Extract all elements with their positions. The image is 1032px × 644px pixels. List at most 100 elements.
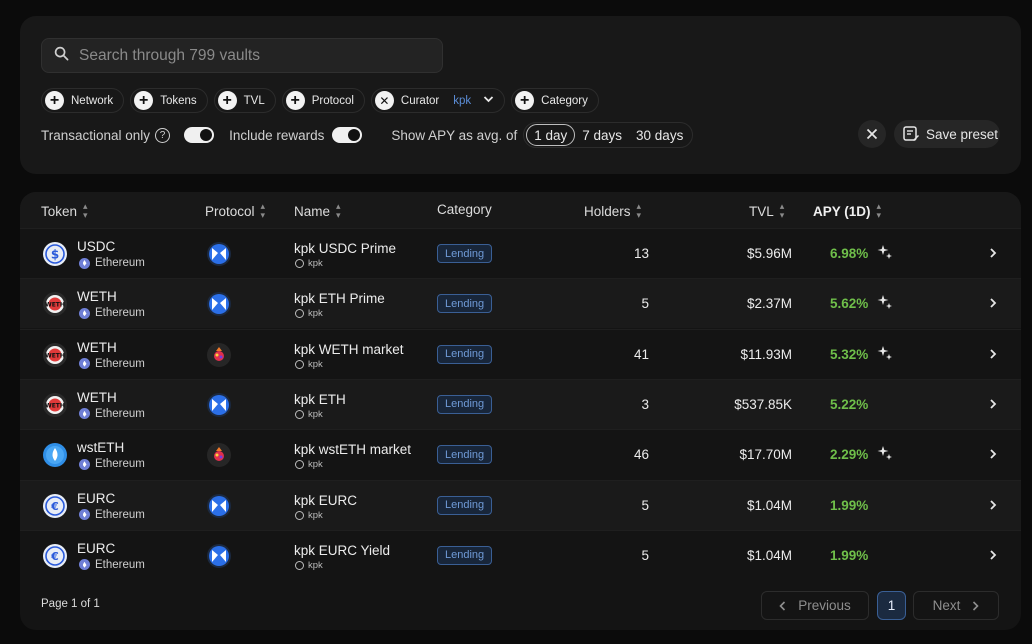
category-badge: Lending	[437, 495, 493, 515]
category-badge: Lending	[437, 294, 493, 314]
apy-value: 6.98%	[830, 246, 869, 261]
usdc-icon: $	[42, 241, 68, 267]
chevron-right-icon[interactable]	[986, 497, 1000, 513]
period-1-day[interactable]: 1 day	[526, 124, 576, 146]
sort-icon: ▴ ▾	[876, 201, 882, 220]
filter-tokens-button[interactable]: + Tokens	[130, 88, 208, 113]
chevron-right-icon[interactable]	[986, 245, 1000, 261]
chevron-right-icon[interactable]	[986, 446, 1000, 462]
column-protocol[interactable]: Protocol ▴ ▾	[205, 202, 265, 220]
apy-value: 2.29%	[830, 447, 869, 463]
save-preset-label: Save preset	[926, 126, 999, 142]
table-row[interactable]: WETH WETH Ethereum kpk ETH kpk Lending 3 $537.8…	[20, 378, 1021, 429]
vault-curator: kpk	[295, 308, 323, 319]
category-badge: Lending	[437, 244, 493, 263]
column-tvl[interactable]: TVL ▴ ▾	[749, 202, 784, 220]
clear-filters-button[interactable]	[858, 120, 886, 148]
next-page-button[interactable]: Next	[913, 591, 999, 620]
vaults-table: Token ▴ ▾ Protocol ▴ ▾ Name ▴ ▾ Category Ho…	[20, 192, 1021, 630]
transactional-only-toggle[interactable]	[184, 127, 215, 143]
curator-label: kpk	[308, 559, 323, 571]
filter-curator-label: Curator	[400, 94, 440, 107]
period-7-days[interactable]: 7 days	[582, 127, 623, 143]
chevron-right-icon[interactable]	[986, 295, 1000, 311]
table-row[interactable]: WETH WETH Ethereum kpk ETH Prime kpk Lending 5…	[20, 278, 1021, 329]
tvl-value: $1.04M	[746, 547, 792, 563]
weth-icon: WETH	[42, 291, 68, 317]
tvl-value: $17.70M	[739, 447, 792, 463]
curator-label: kpk	[308, 308, 323, 320]
curator-icon	[295, 259, 304, 268]
table-row[interactable]: € EURC Ethereum kpk EURC kpk Lending 5 $1.04M 1.…	[20, 479, 1021, 530]
plus-icon: +	[45, 91, 64, 110]
column-holders[interactable]: Holders ▴ ▾	[584, 202, 641, 220]
ethereum-icon	[79, 358, 90, 370]
weth-icon: WETH	[42, 392, 68, 418]
remove-filter-icon[interactable]: ✕	[374, 91, 394, 110]
token-name: WETH	[77, 389, 117, 405]
close-icon	[866, 128, 878, 140]
table-row[interactable]: WETH WETH Ethereum kpk WETH market kpk Lendin…	[20, 328, 1021, 379]
rewards-sparkle-icon[interactable]	[877, 445, 893, 461]
morpho-icon	[206, 543, 232, 569]
category-badge: Lending	[437, 394, 493, 414]
include-rewards-toggle[interactable]	[332, 127, 363, 143]
previous-page-button[interactable]: Previous	[761, 591, 869, 620]
column-apy[interactable]: APY (1D) ▴ ▾	[813, 202, 881, 220]
chevron-right-icon[interactable]	[986, 547, 1000, 563]
column-token[interactable]: Token ▴ ▾	[41, 202, 88, 220]
column-holders-label: Holders	[584, 203, 631, 219]
rewards-sparkle-icon[interactable]	[877, 244, 893, 260]
filter-network-label: Network	[71, 94, 114, 107]
network-label: Ethereum	[95, 407, 145, 420]
filter-protocol-button[interactable]: + Protocol	[281, 88, 365, 113]
svg-text:WETH: WETH	[45, 352, 65, 359]
plus-icon: +	[515, 91, 535, 110]
chevron-right-icon[interactable]	[986, 346, 1000, 362]
plus-icon: +	[285, 91, 305, 110]
sort-icon: ▴ ▾	[83, 201, 88, 220]
tvl-value: $1.04M	[746, 497, 792, 513]
apy-period-selector: 1 day 7 days 30 days	[523, 122, 694, 148]
period-30-days[interactable]: 30 days	[636, 127, 684, 143]
column-apy-label: APY (1D)	[813, 203, 871, 219]
morpho-icon	[206, 291, 232, 317]
network-label: Ethereum	[95, 558, 145, 571]
page-1-button[interactable]: 1	[877, 591, 906, 620]
chevron-down-icon[interactable]	[483, 95, 494, 106]
table-row[interactable]: € EURC Ethereum kpk EURC Yield kpk Lending 5 $1…	[20, 529, 1021, 580]
rewards-sparkle-icon[interactable]	[877, 345, 893, 361]
filter-category-button[interactable]: + Category	[511, 88, 599, 113]
vault-name: kpk USDC Prime	[294, 241, 397, 256]
svg-text:€: €	[50, 550, 59, 563]
page-info: Page 1 of 1	[41, 598, 100, 610]
table-row[interactable]: wstETH Ethereum kpk wstETH market kpk Lendin…	[20, 429, 1021, 479]
table-row[interactable]: $ USDC Ethereum kpk USDC Prime kpk Lending 13 $…	[20, 228, 1021, 278]
ethereum-icon	[79, 559, 90, 571]
search-box[interactable]	[41, 38, 443, 73]
tvl-value: $537.85K	[734, 396, 792, 412]
filter-curator-button[interactable]: ✕ Curator kpk	[370, 88, 506, 113]
filter-tvl-button[interactable]: + TVL	[213, 88, 276, 113]
column-tvl-label: TVL	[749, 203, 774, 219]
help-icon[interactable]: ?	[155, 127, 171, 143]
token-name: WETH	[77, 289, 117, 305]
category-badge: Lending	[437, 445, 493, 465]
sort-icon: ▴ ▾	[636, 201, 642, 220]
curator-icon	[295, 510, 304, 520]
tvl-value: $11.93M	[740, 346, 792, 362]
column-token-label: Token	[41, 203, 78, 219]
holders-value: 5	[641, 547, 649, 563]
eurc-icon: €	[42, 493, 68, 519]
chevron-right-icon[interactable]	[986, 396, 1000, 412]
save-preset-button[interactable]: Save preset	[894, 120, 1000, 148]
rewards-sparkle-icon[interactable]	[877, 294, 893, 310]
next-label: Next	[932, 598, 961, 613]
filter-protocol-label: Protocol	[311, 94, 354, 107]
morpho-icon	[206, 392, 232, 418]
category-badge: Lending	[437, 344, 493, 364]
search-input[interactable]	[79, 46, 419, 65]
column-name[interactable]: Name ▴ ▾	[294, 202, 341, 220]
svg-text:WETH: WETH	[45, 302, 65, 309]
filter-network-button[interactable]: + Network	[41, 88, 125, 113]
